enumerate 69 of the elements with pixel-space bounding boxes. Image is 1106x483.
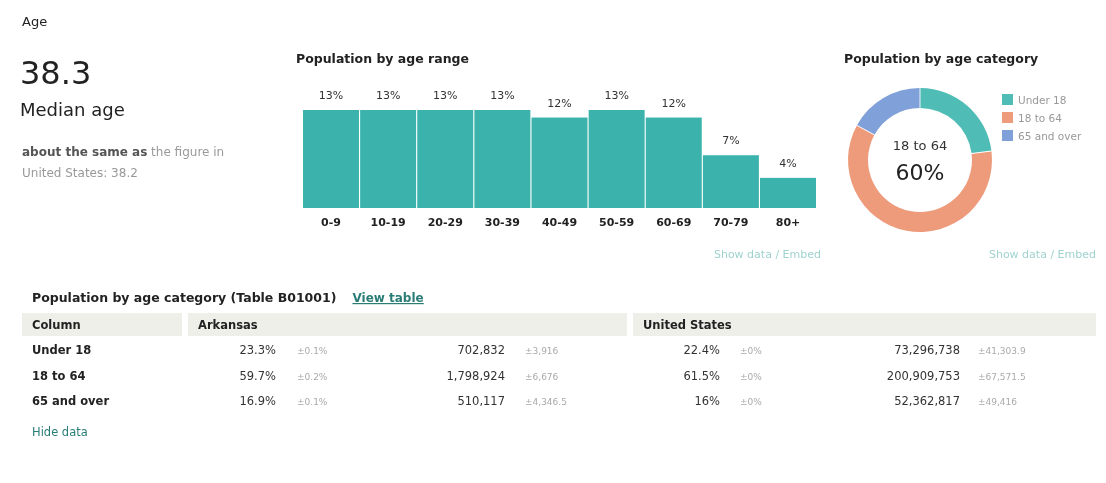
bar [531, 117, 588, 208]
x-tick-label: 30-39 [484, 215, 520, 229]
text: Show data / Embed [988, 248, 1096, 261]
text: about the same as [22, 145, 148, 159]
text: 52,362,817 [894, 394, 960, 408]
x-tick-label: 0-9 [321, 215, 341, 229]
text: Median age [20, 99, 125, 120]
text: 200,909,753 [886, 368, 960, 383]
chart-title: Population by age range [296, 51, 469, 66]
text: 1,798,924 [446, 368, 505, 383]
data-label: 12% [661, 96, 686, 110]
text: Arkansas [198, 318, 258, 332]
text: 65 and over [32, 394, 110, 408]
text: Show data / Embed [713, 248, 821, 261]
text: Under 18 [32, 343, 92, 357]
text: United States: 38.2 [22, 166, 138, 180]
data-label: 4% [779, 156, 797, 170]
text: 22.4% [683, 343, 721, 357]
data-label: 13% [433, 89, 458, 102]
text: 16% [694, 394, 721, 408]
data-label: 12% [547, 96, 572, 110]
text: 18 to 64 [32, 368, 86, 383]
donut-slice [848, 125, 992, 232]
text: ±0.1% [297, 346, 328, 356]
text: Column [32, 318, 81, 332]
x-tick-label: 80+ [775, 215, 801, 229]
text: View table [352, 291, 424, 305]
text: ±3,916 [525, 346, 559, 356]
x-tick-label: 10-19 [370, 215, 406, 229]
text: 510,117 [457, 394, 505, 408]
text: ±6,676 [525, 371, 559, 382]
text: 702,832 [457, 343, 505, 357]
text: ±0% [740, 346, 763, 356]
text: ±49,416 [978, 397, 1018, 407]
text: ±67,571.5 [978, 371, 1026, 382]
legend-label: Under 18 [1018, 94, 1067, 106]
text: 16.9% [239, 394, 277, 408]
text: ±0% [740, 397, 763, 407]
x-tick-label: 20-29 [427, 215, 463, 229]
text: Population by age category (Table B01001) [32, 290, 337, 305]
text: ±4,346.5 [525, 397, 567, 407]
text: 23.3% [239, 343, 277, 357]
text: United States [643, 318, 732, 332]
data-label: 13% [490, 89, 515, 102]
text: ±0.2% [297, 371, 328, 382]
data-label: 60% [895, 160, 945, 185]
data-label: 13% [375, 89, 401, 102]
data-label: 13% [318, 89, 344, 102]
text: ±0.1% [297, 397, 328, 407]
chart-title: Population by age category [844, 51, 1039, 66]
x-tick-label: 50-59 [599, 215, 635, 229]
text: 73,296,738 [894, 343, 960, 357]
text: Age [22, 14, 48, 29]
legend-label: 65 and over [1018, 130, 1082, 142]
text: Hide data [32, 425, 88, 439]
x-tick-label: 60-69 [656, 215, 692, 229]
data-label: 7% [722, 134, 740, 148]
text: 61.5% [683, 368, 721, 383]
text: ±41,303.9 [978, 346, 1026, 356]
text: the figure in [147, 145, 225, 159]
x-tick-label: 40-49 [541, 215, 578, 229]
x-tick-label: 70-79 [713, 215, 749, 229]
donut-slice [857, 88, 920, 135]
slice-label: 18 to 64 [892, 138, 948, 153]
text: 38.3 [20, 54, 92, 92]
data-label: 13% [604, 89, 629, 102]
legend-label: 18 to 64 [1018, 112, 1063, 124]
text: ±0% [740, 371, 763, 382]
text: 59.7% [239, 368, 277, 383]
